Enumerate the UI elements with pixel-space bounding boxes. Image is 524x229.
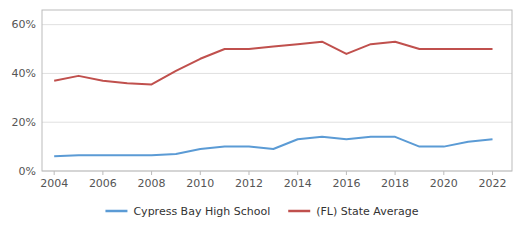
legend-label: Cypress Bay High School [133, 205, 270, 218]
x-tick-label: 2014 [284, 177, 312, 190]
x-tick-label: 2016 [332, 177, 360, 190]
grid-line [42, 24, 512, 25]
grid [42, 25, 512, 171]
x-tick-label: 2010 [186, 177, 214, 190]
chart: 0% 20% 40% 60% 2004 2006 2008 2010 2012 2014 2016 2… [0, 0, 524, 229]
series-line [54, 137, 492, 157]
x-tick [492, 171, 493, 175]
legend: Cypress Bay High School (FL) State Averag… [105, 205, 418, 218]
x-tick [102, 171, 103, 175]
y-tick-label: 40% [12, 67, 36, 80]
x-tick [54, 171, 55, 175]
series-line [54, 42, 492, 85]
series-lines [54, 42, 492, 157]
x-tick-label: 2022 [479, 177, 507, 190]
x-tick [151, 171, 152, 175]
chart-container: 0% 20% 40% 60% 2004 2006 2008 2010 2012 2014 2016 2… [0, 0, 524, 229]
y-tick-label: 20% [12, 116, 36, 129]
y-tick-label: 0% [19, 165, 36, 178]
grid-line [42, 73, 512, 74]
x-tick-label: 2020 [430, 177, 458, 190]
grid-line [42, 122, 512, 123]
x-tick-label: 2012 [235, 177, 263, 190]
x-tick-label: 2018 [381, 177, 409, 190]
x-tick [297, 171, 298, 175]
x-tick [443, 171, 444, 175]
x-tick [248, 171, 249, 175]
x-tick-label: 2006 [89, 177, 117, 190]
legend-label: (FL) State Average [316, 205, 419, 218]
plot-frame [42, 10, 512, 171]
x-tick [346, 171, 347, 175]
x-tick [395, 171, 396, 175]
y-tick-label: 60% [12, 18, 36, 31]
legend-swatch [105, 210, 127, 213]
legend-swatch [288, 210, 310, 213]
x-tick [200, 171, 201, 175]
x-tick-label: 2008 [138, 177, 166, 190]
x-tick-label: 2004 [40, 177, 68, 190]
